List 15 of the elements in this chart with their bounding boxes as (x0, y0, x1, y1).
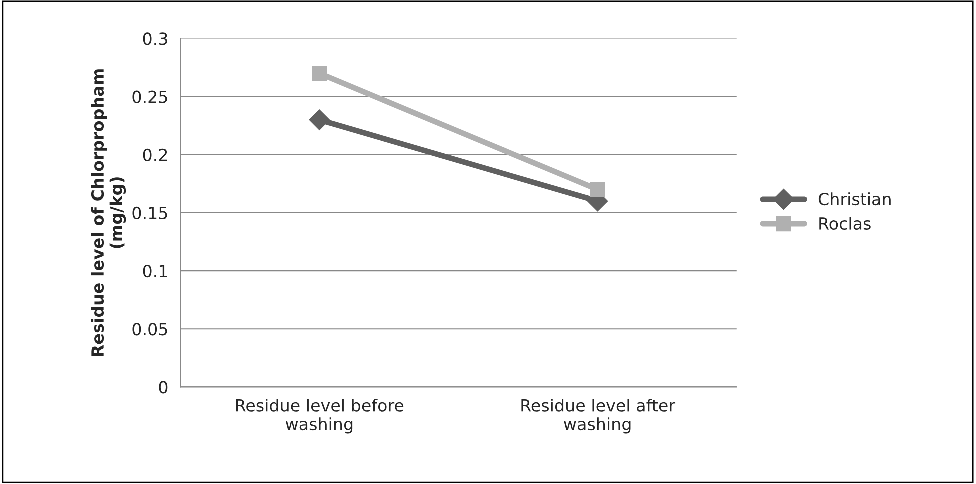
y-tick-label: 0 (159, 381, 168, 394)
y-tick-label: 0.15 (132, 206, 168, 220)
x-tick-label: Residue level after washing (522, 399, 676, 434)
y-axis-title: Residue level of Chlorpropham (mg/kg) (91, 70, 126, 356)
legend-label: Christian (818, 192, 891, 206)
y-tick-label: 0.25 (132, 90, 168, 104)
y-tick-label: 0.05 (132, 323, 168, 336)
y-tick-label: 0.3 (143, 32, 168, 46)
x-tick-label: Residue level before washing (236, 399, 404, 434)
point (312, 66, 328, 82)
point (590, 182, 606, 198)
legend-label: Roclas (820, 217, 871, 230)
y-tick-label: 0.2 (143, 148, 168, 162)
y-tick-label: 0.1 (143, 265, 168, 278)
point (309, 110, 330, 130)
